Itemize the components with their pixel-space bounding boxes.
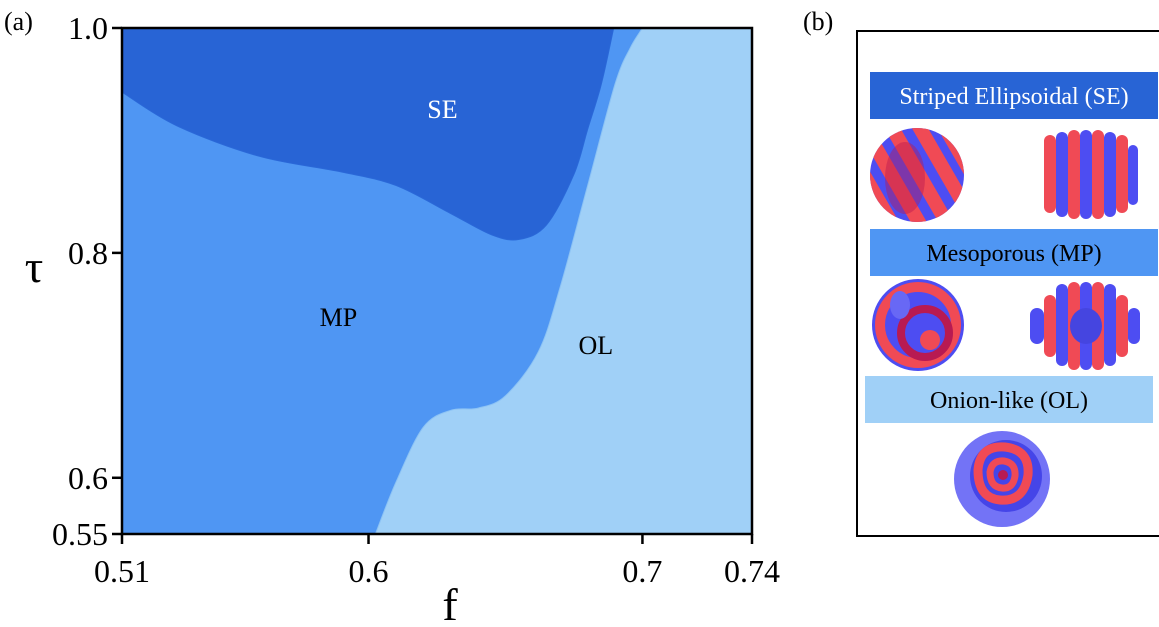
region-label-se: SE xyxy=(427,95,457,124)
legend-banner-mp xyxy=(870,229,1158,276)
y-axis-title: τ xyxy=(25,241,44,292)
x-tick-label: 0.51 xyxy=(94,553,150,589)
mp-particle-side-view xyxy=(1030,282,1140,370)
legend-title-se: Striped Ellipsoidal (SE) xyxy=(899,84,1128,110)
plot-frame xyxy=(120,26,754,536)
legend-title-mp: Mesoporous (MP) xyxy=(926,241,1101,267)
region-labels: SE MP OL xyxy=(320,95,614,360)
y-tick-label: 0.55 xyxy=(52,516,108,552)
x-tick-label: 0.6 xyxy=(349,553,389,589)
legend-title-ol: Onion-like (OL) xyxy=(930,388,1088,414)
legend-banner-se xyxy=(870,72,1158,119)
phase-boundary-se-mp xyxy=(121,27,615,241)
x-axis-title: f xyxy=(442,579,458,627)
x-tick-label: 0.74 xyxy=(724,553,780,589)
phase-region-se xyxy=(122,28,614,241)
legend-panel: Striped Ellipsoidal (SE) Mesoporous (MP)… xyxy=(856,30,1159,537)
y-tick-label: 0.6 xyxy=(68,460,108,496)
y-axis: 0.55 0.6 0.8 1.0 xyxy=(52,10,122,552)
x-tick-label: 0.7 xyxy=(622,553,662,589)
phase-diagram-plot: SE MP OL 0.51 0.6 0.7 0.74 0.55 0.6 0.8 1.0 f τ xyxy=(25,10,780,627)
panel-a-tag: (a) xyxy=(4,7,33,36)
y-tick-label: 1.0 xyxy=(68,10,108,46)
region-label-ol: OL xyxy=(579,331,614,360)
se-particle-side-view xyxy=(1044,130,1138,219)
ol-particle-view xyxy=(954,431,1050,527)
region-label-mp: MP xyxy=(320,303,358,332)
x-axis: 0.51 0.6 0.7 0.74 xyxy=(94,534,780,589)
phase-boundary-mp-ol xyxy=(374,27,643,535)
mp-particle-oblique-view xyxy=(872,279,964,371)
panel-b-tag: (b) xyxy=(803,7,833,36)
y-tick-label: 0.8 xyxy=(68,235,108,271)
legend-banner-ol xyxy=(865,376,1153,423)
